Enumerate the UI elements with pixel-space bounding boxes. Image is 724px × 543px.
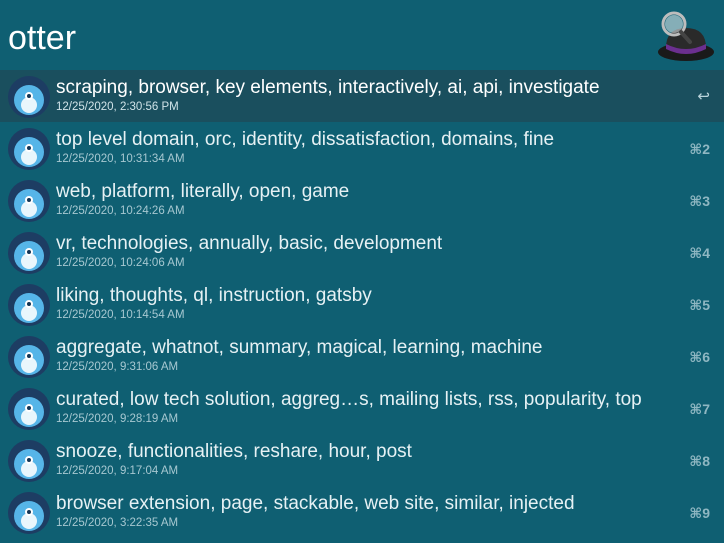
- result-row[interactable]: web, platform, literally, open, game 12/…: [0, 174, 724, 226]
- result-title: web, platform, literally, open, game: [56, 181, 350, 202]
- search-input[interactable]: [8, 14, 568, 62]
- result-title: snooze, functionalities, reshare, hour, …: [56, 441, 412, 462]
- otter-app-icon: [8, 388, 50, 430]
- result-title: top level domain, orc, identity, dissati…: [56, 129, 555, 150]
- result-subtitle: 12/25/2020, 10:24:06 AM: [56, 257, 185, 269]
- otter-app-icon: [8, 336, 50, 378]
- otter-app-icon: [8, 492, 50, 534]
- keyboard-shortcut: ⌘5: [689, 297, 710, 313]
- result-subtitle: 12/25/2020, 3:22:35 AM: [56, 517, 179, 529]
- result-subtitle: 12/25/2020, 9:17:04 AM: [56, 465, 179, 477]
- result-title: aggregate, whatnot, summary, magical, le…: [56, 337, 543, 358]
- result-title: browser extension, page, stackable, web …: [56, 493, 575, 514]
- result-title: scraping, browser, key elements, interac…: [56, 77, 600, 98]
- result-subtitle: 12/25/2020, 10:24:26 AM: [56, 205, 185, 217]
- result-row[interactable]: browser extension, page, stackable, web …: [0, 486, 724, 538]
- keyboard-shortcut: ⌘4: [689, 245, 710, 261]
- result-row[interactable]: liking, thoughts, ql, instruction, gatsb…: [0, 278, 724, 330]
- return-shortcut: ↩: [697, 88, 710, 105]
- result-row[interactable]: aggregate, whatnot, summary, magical, le…: [0, 330, 724, 382]
- result-row[interactable]: curated, low tech solution, aggreg…s, ma…: [0, 382, 724, 434]
- keyboard-shortcut: ⌘9: [689, 505, 710, 521]
- otter-app-icon: [8, 76, 50, 118]
- result-row[interactable]: vr, technologies, annually, basic, devel…: [0, 226, 724, 278]
- result-subtitle: 12/25/2020, 10:31:34 AM: [56, 153, 185, 165]
- result-row[interactable]: top level domain, orc, identity, dissati…: [0, 122, 724, 174]
- result-row[interactable]: snooze, functionalities, reshare, hour, …: [0, 434, 724, 486]
- result-subtitle: 12/25/2020, 9:31:06 AM: [56, 361, 179, 373]
- result-title: liking, thoughts, ql, instruction, gatsb…: [56, 285, 372, 306]
- otter-app-icon: [8, 180, 50, 222]
- otter-app-icon: [8, 284, 50, 326]
- result-subtitle: 12/25/2020, 10:14:54 AM: [56, 309, 185, 321]
- otter-app-icon: [8, 440, 50, 482]
- keyboard-shortcut: ⌘8: [689, 453, 710, 469]
- keyboard-shortcut: ⌘7: [689, 401, 710, 417]
- keyboard-shortcut: ⌘6: [689, 349, 710, 365]
- otter-app-icon: [8, 128, 50, 170]
- results-list: scraping, browser, key elements, interac…: [0, 70, 724, 543]
- keyboard-shortcut: ⌘3: [689, 193, 710, 209]
- result-subtitle: 12/25/2020, 2:30:56 PM: [56, 101, 179, 113]
- result-title: vr, technologies, annually, basic, devel…: [56, 233, 443, 254]
- alfred-hat-icon: [658, 11, 714, 61]
- search-bar: [0, 0, 724, 70]
- result-row[interactable]: scraping, browser, key elements, interac…: [0, 70, 724, 122]
- result-title: curated, low tech solution, aggreg…s, ma…: [56, 389, 642, 410]
- otter-app-icon: [8, 232, 50, 274]
- keyboard-shortcut: ⌘2: [689, 141, 710, 157]
- result-subtitle: 12/25/2020, 9:28:19 AM: [56, 413, 179, 425]
